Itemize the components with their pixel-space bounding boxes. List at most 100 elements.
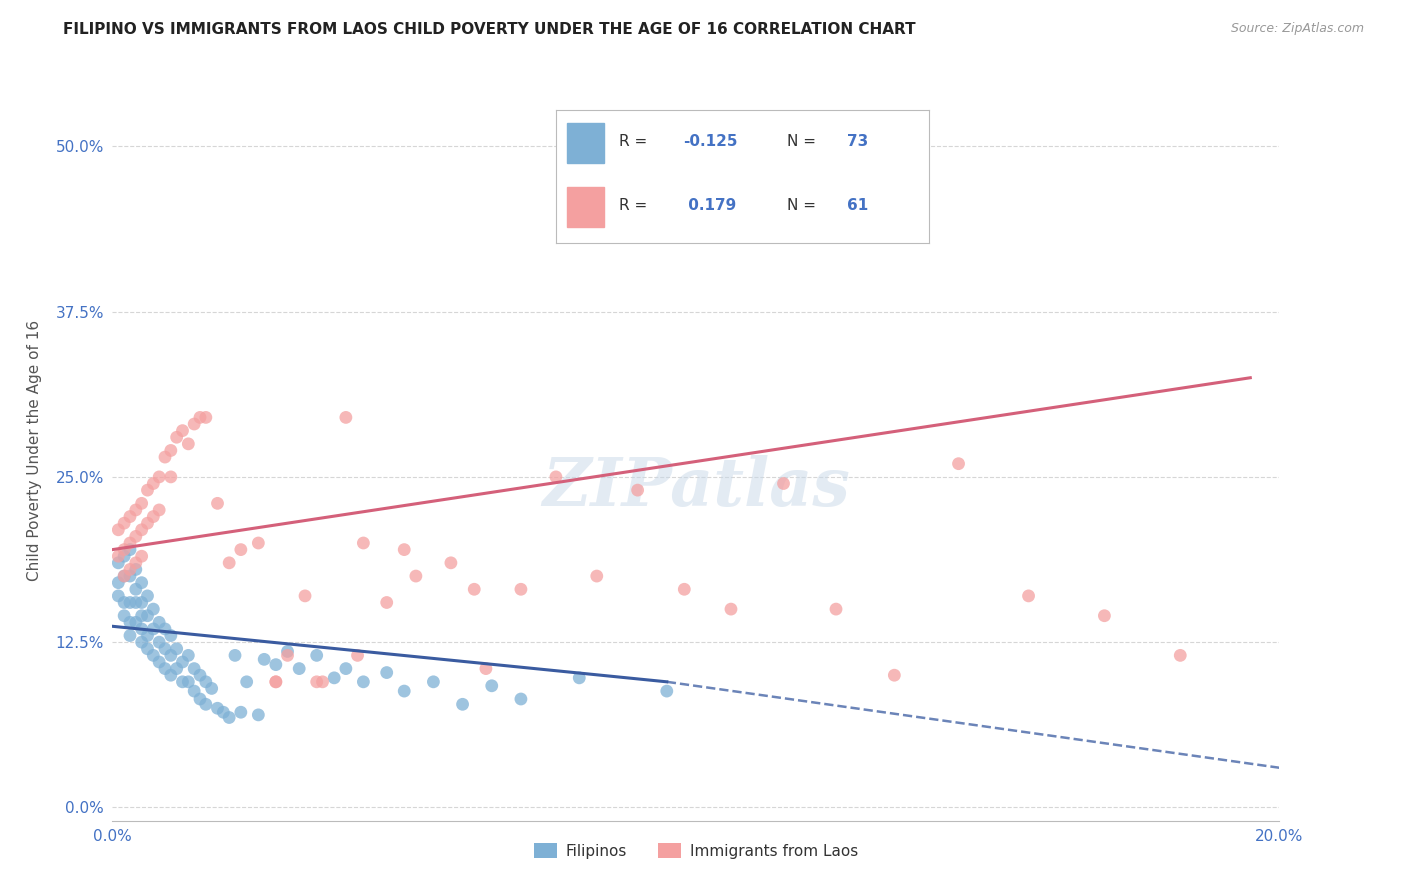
Text: Source: ZipAtlas.com: Source: ZipAtlas.com [1230,22,1364,36]
Point [125,556,148,570]
Point [148,635,170,649]
Point [481,679,503,693]
Point [323,671,346,685]
Point [188,692,211,706]
Point [160,629,183,643]
Point [264,674,287,689]
Point [394,684,416,698]
Point [172,424,194,438]
Point [177,648,200,663]
Point [112,608,135,623]
Point [509,582,531,597]
Point [148,615,170,630]
Point [440,556,463,570]
Point [166,641,188,656]
Point [107,575,129,590]
Point [229,705,252,719]
Point [160,668,183,682]
Point [475,662,498,676]
Point [160,443,183,458]
Point [1094,608,1116,623]
Point [118,509,141,524]
Point [544,470,567,484]
Point [136,483,159,497]
Point [118,562,141,576]
Legend: Filipinos, Immigrants from Laos: Filipinos, Immigrants from Laos [527,837,865,865]
Point [288,662,311,676]
Point [118,615,141,630]
Point [212,705,235,719]
Point [172,655,194,669]
Point [335,662,357,676]
Point [131,496,153,510]
Point [229,542,252,557]
Point [125,595,148,609]
Point [153,641,176,656]
Point [1168,648,1191,663]
Point [276,648,298,663]
Point [305,648,328,663]
Point [825,602,848,616]
Point [207,701,229,715]
Point [125,503,148,517]
Point [136,608,159,623]
Point [160,470,183,484]
Point [112,542,135,557]
Point [218,710,240,724]
Point [118,629,141,643]
Point [177,437,200,451]
Point [264,657,287,672]
Point [107,556,129,570]
Point [107,589,129,603]
Point [720,602,742,616]
Point [136,629,159,643]
Point [253,652,276,666]
Point [627,483,650,497]
Point [188,410,211,425]
Point [125,582,148,597]
Point [375,665,398,680]
Point [1018,589,1040,603]
Point [131,635,153,649]
Point [422,674,444,689]
Point [352,536,374,550]
Point [655,684,678,698]
Point [107,549,129,564]
Point [509,692,531,706]
Point [247,707,270,722]
Point [183,684,205,698]
Point [112,516,135,531]
Point [142,648,165,663]
Point [118,542,141,557]
Point [177,674,200,689]
Point [166,662,188,676]
Point [568,671,591,685]
Point [142,622,165,636]
Point [125,529,148,543]
Point [136,641,159,656]
Point [194,674,217,689]
Point [112,569,135,583]
Point [585,569,607,583]
Point [118,569,141,583]
Point [188,668,211,682]
Point [112,569,135,583]
Point [131,595,153,609]
Point [136,516,159,531]
Point [131,549,153,564]
Point [311,674,333,689]
Point [118,536,141,550]
Point [183,662,205,676]
Point [172,674,194,689]
Point [125,562,148,576]
Point [463,582,485,597]
Point [207,496,229,510]
Point [352,674,374,689]
Point [148,655,170,669]
Point [224,648,246,663]
Point [142,509,165,524]
Point [235,674,257,689]
Point [305,674,328,689]
Point [153,662,176,676]
Point [131,523,153,537]
